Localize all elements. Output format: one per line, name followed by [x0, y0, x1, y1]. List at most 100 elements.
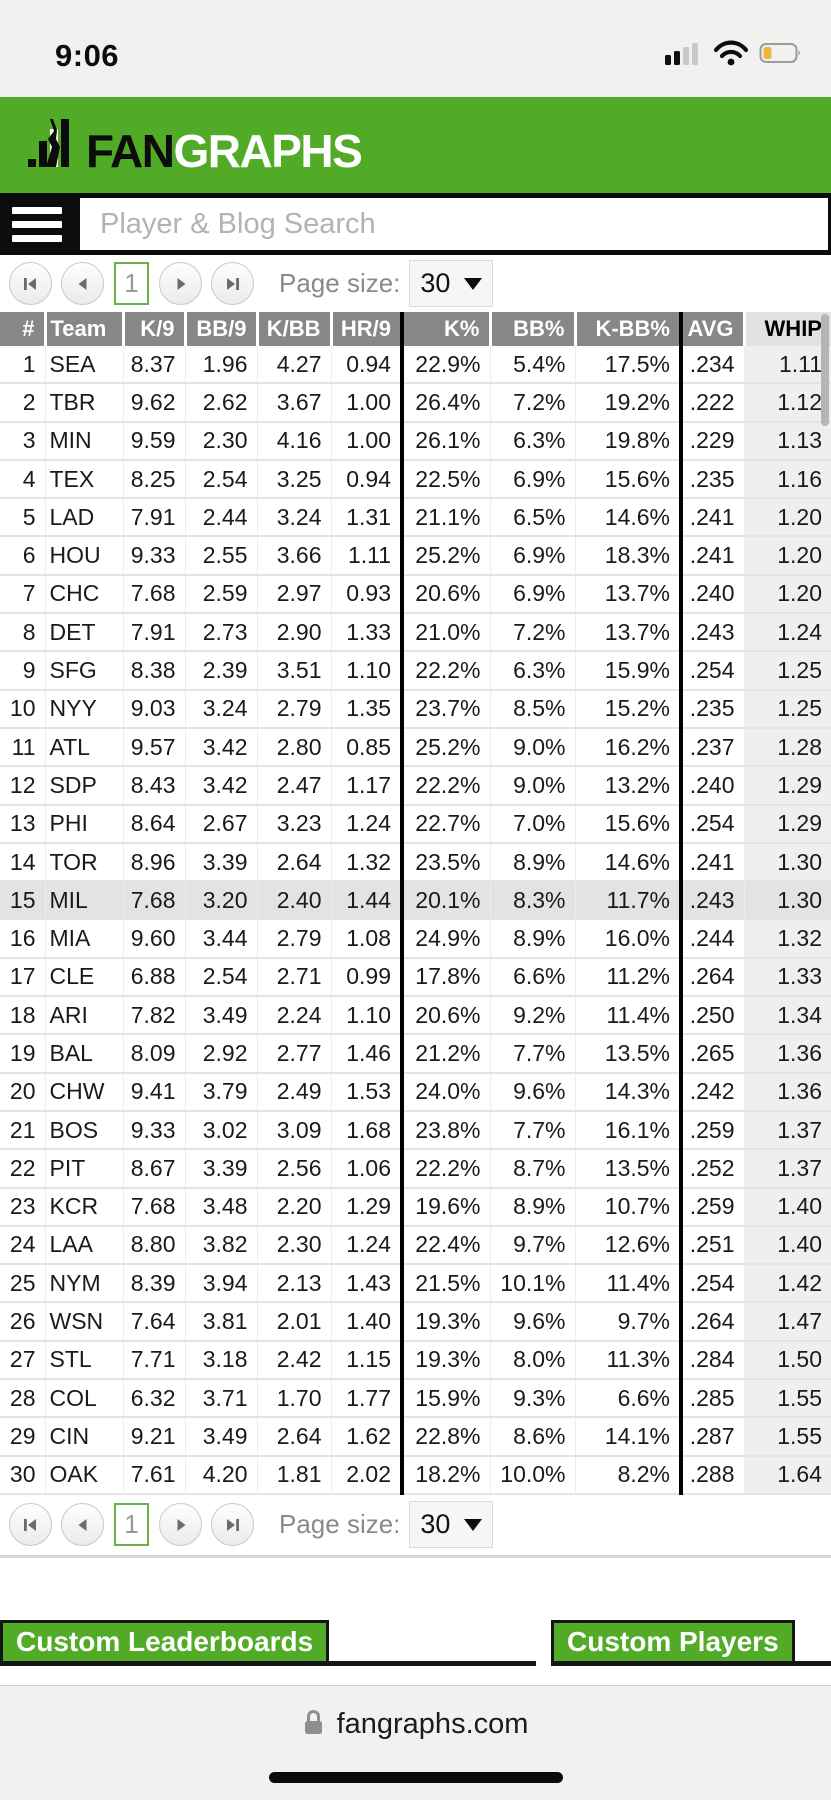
table-row[interactable]: 26 WSN 7.64 3.81 2.01 1.40 19.3% 9.6% 9.7% .264 1.… [0, 1302, 831, 1342]
cell-bbpct: 7.7% [490, 1034, 576, 1074]
cell-hr9: 1.10 [331, 651, 403, 691]
table-row[interactable]: 1 SEA 8.37 1.96 4.27 0.94 22.9% 5.4% 17.5% .234 1.… [0, 346, 831, 385]
wifi-icon [713, 40, 749, 71]
table-row[interactable]: 9 SFG 8.38 2.39 3.51 1.10 22.2% 6.3% 15.9% .254 1.… [0, 651, 831, 691]
table-row[interactable]: 29 CIN 9.21 3.49 2.64 1.62 22.8% 8.6% 14.1% .287 1… [0, 1417, 831, 1457]
cell-hr9: 1.62 [331, 1417, 403, 1457]
table-row[interactable]: 22 PIT 8.67 3.39 2.56 1.06 22.2% 8.7% 13.5% .252 1… [0, 1149, 831, 1189]
cell-hr9: 1.00 [331, 383, 403, 423]
column-header-kbb[interactable]: K/BB [257, 312, 333, 346]
table-row[interactable]: 2 TBR 9.62 2.62 3.67 1.00 26.4% 7.2% 19.2% .222 1.… [0, 383, 831, 423]
cell-hr9: 1.29 [331, 1187, 403, 1227]
cell-kbbpct: 11.3% [575, 1340, 682, 1381]
cell-k9: 7.82 [123, 996, 186, 1036]
table-row[interactable]: 25 NYM 8.39 3.94 2.13 1.43 21.5% 10.1% 11.4% .254… [0, 1264, 831, 1304]
cell-kpct: 25.2% [400, 536, 491, 576]
previous-page-button[interactable] [61, 1503, 104, 1547]
table-row[interactable]: 30 OAK 7.61 4.20 1.81 2.02 18.2% 10.0% 8.2% .288 1… [0, 1455, 831, 1495]
last-page-button[interactable] [211, 1503, 254, 1547]
cell-whip: 1.20 [744, 536, 831, 576]
cell-whip: 1.40 [744, 1187, 831, 1227]
column-header-bbpct[interactable]: BB% [490, 312, 577, 346]
home-indicator[interactable] [268, 1772, 563, 1783]
column-header-team[interactable]: Team [45, 312, 125, 346]
table-row[interactable]: 8 DET 7.91 2.73 2.90 1.33 21.0% 7.2% 13.7% .243 1.… [0, 613, 831, 653]
table-row[interactable]: 11 ATL 9.57 3.42 2.80 0.85 25.2% 9.0% 16.2% .237 1… [0, 727, 831, 768]
first-page-button[interactable] [9, 262, 52, 305]
cell-bbpct: 8.9% [490, 1187, 576, 1227]
last-page-button[interactable] [211, 262, 254, 305]
cell-kbbpct: 15.9% [575, 651, 682, 691]
cell-kpct: 26.4% [400, 383, 491, 423]
cell-team: MIL [45, 881, 124, 921]
page-size-select[interactable]: 30 [409, 260, 494, 307]
table-row[interactable]: 24 LAA 8.80 3.82 2.30 1.24 22.4% 9.7% 12.6% .251 1… [0, 1225, 831, 1266]
table-header-row: # Team K/9 BB/9 K/BB HR/9 K% BB% K-BB% AVG WHIP [0, 312, 831, 346]
cell-rank: 24 [0, 1225, 46, 1266]
table-row[interactable]: 23 KCR 7.68 3.48 2.20 1.29 19.6% 8.9% 10.7% .259 1… [0, 1187, 831, 1227]
table-row[interactable]: 13 PHI 8.64 2.67 3.23 1.24 22.7% 7.0% 15.6% .254 1… [0, 804, 831, 844]
cell-kpct: 22.7% [400, 804, 491, 844]
cell-kbbpct: 13.5% [575, 1034, 682, 1074]
cell-hr9: 1.32 [331, 842, 403, 883]
column-header-whip[interactable]: WHIP [744, 312, 831, 346]
table-row[interactable]: 5 LAD 7.91 2.44 3.24 1.31 21.1% 6.5% 14.6% .241 1.… [0, 498, 831, 538]
scrollbar-thumb[interactable] [821, 314, 829, 426]
column-header-hr9[interactable]: HR/9 [331, 312, 404, 346]
column-header-k9[interactable]: K/9 [123, 312, 187, 346]
custom-leaderboards-button[interactable]: Custom Leaderboards [0, 1619, 330, 1661]
column-header-rank[interactable]: # [0, 312, 47, 346]
current-page-button[interactable]: 1 [114, 1503, 149, 1547]
cell-hr9: 1.77 [331, 1379, 403, 1419]
search-input[interactable] [80, 198, 828, 250]
table-row[interactable]: 21 BOS 9.33 3.02 3.09 1.68 23.8% 7.7% 16.1% .259 1… [0, 1110, 831, 1151]
cell-kbb: 2.01 [257, 1302, 332, 1342]
next-page-button[interactable] [159, 1503, 202, 1547]
table-row[interactable]: 7 CHC 7.68 2.59 2.97 0.93 20.6% 6.9% 13.7% .240 1.… [0, 574, 831, 615]
table-row[interactable]: 16 MIA 9.60 3.44 2.79 1.08 24.9% 8.9% 16.0% .244 1… [0, 919, 831, 959]
cell-kbbpct: 6.6% [575, 1379, 682, 1419]
table-row[interactable]: 6 HOU 9.33 2.55 3.66 1.11 25.2% 6.9% 18.3% .241 1.… [0, 536, 831, 576]
column-header-bb9[interactable]: BB/9 [185, 312, 259, 346]
custom-players-button[interactable]: Custom Players [551, 1619, 795, 1661]
cell-rank: 18 [0, 996, 46, 1036]
column-header-avg[interactable]: AVG [679, 312, 746, 346]
next-page-button[interactable] [159, 262, 202, 305]
table-row[interactable]: 27 STL 7.71 3.18 2.42 1.15 19.3% 8.0% 11.3% .284 1… [0, 1340, 831, 1381]
fangraphs-batter-icon [26, 117, 80, 174]
cell-bbpct: 9.7% [490, 1225, 576, 1266]
table-row[interactable]: 10 NYY 9.03 3.24 2.79 1.35 23.7% 8.5% 15.2% .235 1… [0, 689, 831, 729]
hamburger-menu-icon[interactable] [0, 193, 78, 255]
cell-bb9: 3.49 [185, 996, 258, 1036]
table-row[interactable]: 14 TOR 8.96 3.39 2.64 1.32 23.5% 8.9% 14.6% .241 1… [0, 842, 831, 883]
cell-bb9: 2.44 [185, 498, 258, 538]
cell-team: CHW [45, 1072, 124, 1112]
table-row[interactable]: 18 ARI 7.82 3.49 2.24 1.10 20.6% 9.2% 11.4% .250 1… [0, 996, 831, 1036]
cell-hr9: 1.15 [331, 1340, 403, 1381]
table-row[interactable]: 12 SDP 8.43 3.42 2.47 1.17 22.2% 9.0% 13.2% .240 1… [0, 766, 831, 806]
first-page-button[interactable] [9, 1503, 52, 1547]
cell-avg: .235 [679, 689, 745, 729]
previous-page-button[interactable] [61, 262, 104, 305]
cell-kpct: 21.0% [400, 613, 491, 653]
table-row[interactable]: 20 CHW 9.41 3.79 2.49 1.53 24.0% 9.6% 14.3% .242 1… [0, 1072, 831, 1112]
cell-rank: 11 [0, 727, 46, 768]
table-row[interactable]: 3 MIN 9.59 2.30 4.16 1.00 26.1% 6.3% 19.8% .229 1.… [0, 421, 831, 461]
column-header-kpct[interactable]: K% [400, 312, 492, 346]
table-row[interactable]: 4 TEX 8.25 2.54 3.25 0.94 22.5% 6.9% 15.6% .235 1.… [0, 459, 831, 500]
cell-hr9: 1.10 [331, 996, 403, 1036]
table-row[interactable]: 19 BAL 8.09 2.92 2.77 1.46 21.2% 7.7% 13.5% .265 1… [0, 1034, 831, 1074]
table-row[interactable]: 17 CLE 6.88 2.54 2.71 0.99 17.8% 6.6% 11.2% .264 1… [0, 957, 831, 998]
page-size-select[interactable]: 30 [409, 1501, 494, 1549]
cell-kbb: 2.64 [257, 842, 332, 883]
address-bar[interactable]: fangraphs.com [0, 1708, 831, 1741]
table-row[interactable]: 28 COL 6.32 3.71 1.70 1.77 15.9% 9.3% 6.6% .285 1.… [0, 1379, 831, 1419]
table-row[interactable]: 15 MIL 7.68 3.20 2.40 1.44 20.1% 8.3% 11.7% .243 1… [0, 881, 831, 921]
cell-kbbpct: 11.2% [575, 957, 682, 998]
cell-kbbpct: 13.5% [575, 1149, 682, 1189]
current-page-button[interactable]: 1 [114, 262, 149, 305]
fangraphs-logo[interactable]: FANGRAPHS [26, 117, 363, 174]
column-header-kbbpct[interactable]: K-BB% [575, 312, 683, 346]
cell-kbb: 2.97 [257, 574, 332, 615]
cell-kbbpct: 17.5% [575, 346, 682, 385]
